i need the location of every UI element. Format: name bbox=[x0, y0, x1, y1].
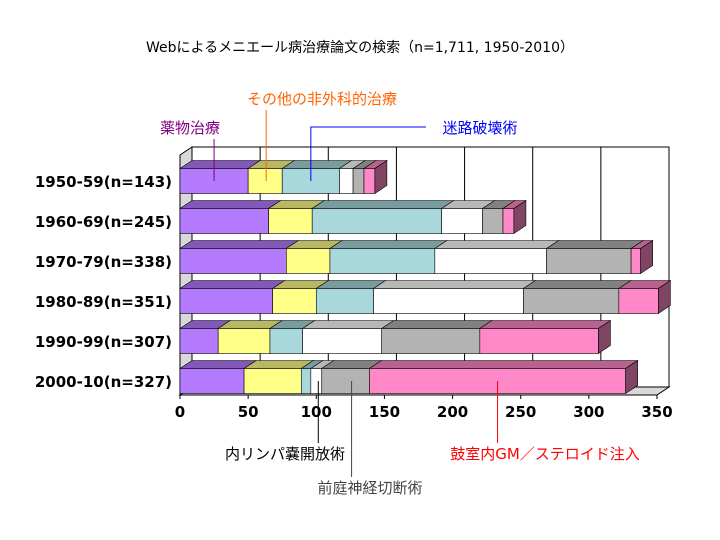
bar-top bbox=[180, 161, 260, 169]
bar-top bbox=[523, 281, 630, 289]
bar-top bbox=[312, 201, 453, 209]
bar-segment bbox=[631, 249, 641, 274]
x-tick-label: 300 bbox=[573, 403, 604, 421]
bar-segment bbox=[218, 329, 270, 354]
bar-segment bbox=[180, 329, 218, 354]
bar-segment bbox=[180, 209, 269, 234]
callout-label: 前庭神経切断術 bbox=[317, 479, 422, 497]
bar-segment bbox=[269, 209, 313, 234]
x-tick-label: 250 bbox=[505, 403, 536, 421]
bar-segment bbox=[619, 289, 659, 314]
bar-segment bbox=[316, 289, 373, 314]
bar-segment bbox=[339, 169, 353, 194]
category-label: 1990-99(n=307) bbox=[35, 333, 172, 351]
bar-segment bbox=[353, 169, 364, 194]
bar-segment bbox=[364, 169, 375, 194]
bar-top bbox=[180, 201, 281, 209]
bar-segment bbox=[435, 249, 547, 274]
callout-label: 内リンパ嚢開放術 bbox=[225, 445, 345, 463]
bar-segment bbox=[180, 249, 286, 274]
bar-segment bbox=[303, 329, 382, 354]
bar-segment bbox=[180, 369, 244, 394]
bar-top bbox=[547, 241, 643, 249]
category-label: 1960-69(n=245) bbox=[35, 213, 172, 231]
bar-segment bbox=[374, 289, 524, 314]
bar-segment bbox=[483, 209, 503, 234]
x-tick-label: 50 bbox=[238, 403, 259, 421]
bar-top bbox=[480, 321, 611, 329]
bar-segment bbox=[322, 369, 370, 394]
callout-label: 迷路破壊術 bbox=[442, 119, 517, 137]
category-label: 1980-89(n=351) bbox=[35, 293, 172, 311]
bar-segment bbox=[312, 209, 441, 234]
callout-label: 鼓室内GM／ステロイド注入 bbox=[450, 445, 640, 463]
bar-segment bbox=[273, 289, 317, 314]
callout-label: その他の非外科的治療 bbox=[247, 90, 397, 108]
bar-segment bbox=[330, 249, 435, 274]
x-tick-label: 200 bbox=[437, 403, 468, 421]
bar-segment bbox=[442, 209, 483, 234]
bar-segment bbox=[301, 369, 311, 394]
x-tick-label: 350 bbox=[641, 403, 672, 421]
x-tick-label: 150 bbox=[369, 403, 400, 421]
bar-segment bbox=[311, 369, 322, 394]
bar-top bbox=[435, 241, 559, 249]
category-label: 2000-10(n=327) bbox=[35, 373, 172, 391]
bar-segment bbox=[503, 209, 514, 234]
bar-segment bbox=[244, 369, 301, 394]
bar-top bbox=[180, 241, 298, 249]
bar-segment bbox=[180, 289, 273, 314]
bar-segment bbox=[523, 289, 618, 314]
bar-top bbox=[382, 321, 492, 329]
x-tick-label: 100 bbox=[301, 403, 332, 421]
bar-segment bbox=[480, 329, 599, 354]
bar-top bbox=[369, 361, 637, 369]
category-label: 1970-79(n=338) bbox=[35, 253, 172, 271]
stacked-bar-chart: Webによるメニエール病治療論文の検索（n=1,711, 1950-2010） … bbox=[0, 0, 720, 540]
bar-top bbox=[180, 361, 256, 369]
bar-segment bbox=[382, 329, 480, 354]
bar-top bbox=[330, 241, 447, 249]
bar-segment bbox=[547, 249, 631, 274]
bar-segment bbox=[270, 329, 303, 354]
x-tick-label: 0 bbox=[175, 403, 185, 421]
bar-top bbox=[303, 321, 394, 329]
chart-title: Webによるメニエール病治療論文の検索（n=1,711, 1950-2010） bbox=[146, 39, 574, 56]
bar-segment bbox=[286, 249, 330, 274]
category-label: 1950-59(n=143) bbox=[35, 173, 172, 191]
bar-top bbox=[374, 281, 536, 289]
bar-segment bbox=[248, 169, 282, 194]
callout-label: 薬物治療 bbox=[160, 119, 220, 137]
bar-top bbox=[180, 281, 285, 289]
